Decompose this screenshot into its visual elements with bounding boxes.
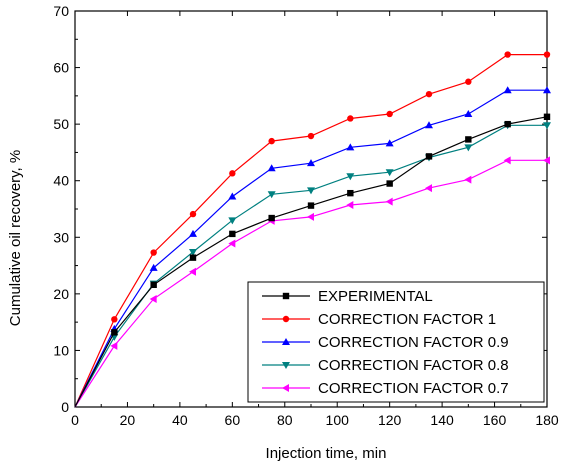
data-point-correction-factor-0-8 — [228, 217, 237, 225]
x-tick-label: 20 — [120, 412, 136, 428]
legend-label: CORRECTION FACTOR 0.7 — [318, 380, 509, 397]
data-point-experimental — [504, 120, 511, 128]
data-point-correction-factor-0-9 — [267, 164, 276, 172]
x-tick-label: 160 — [483, 412, 507, 428]
data-point-correction-factor-0-7 — [503, 156, 511, 165]
data-point-correction-factor-0-7 — [149, 294, 157, 303]
data-point-experimental — [543, 113, 551, 120]
legend-marker — [282, 362, 290, 369]
series-correction-factor-0-9 — [74, 86, 551, 408]
data-point-correction-factor-0-7 — [110, 341, 118, 350]
data-point-correction-factor-1 — [425, 90, 433, 98]
data-point-correction-factor-1 — [229, 170, 236, 177]
data-point-experimental — [268, 214, 275, 222]
legend-item-correction-factor-0-9: CORRECTION FACTOR 0.9 — [262, 334, 509, 351]
data-point-correction-factor-1 — [189, 210, 197, 218]
data-point-correction-factor-0-9 — [189, 229, 197, 237]
legend-label: CORRECTION FACTOR 0.8 — [318, 357, 509, 374]
data-point-correction-factor-0-8 — [385, 169, 394, 177]
x-tick-label: 180 — [535, 412, 559, 428]
data-point-experimental — [150, 281, 157, 289]
data-point-correction-factor-0-7 — [464, 175, 472, 184]
data-point-correction-factor-0-7 — [346, 201, 354, 210]
legend-label: CORRECTION FACTOR 0.9 — [318, 334, 509, 351]
y-tick-label: 20 — [53, 286, 69, 302]
legend-marker — [282, 315, 290, 323]
data-point-experimental — [465, 136, 472, 143]
x-tick-label: 0 — [71, 412, 79, 428]
data-point-correction-factor-0-9 — [464, 109, 473, 117]
data-point-correction-factor-1 — [347, 115, 354, 122]
y-tick-label: 50 — [53, 116, 69, 132]
data-point-correction-factor-0-7 — [385, 197, 393, 206]
data-point-correction-factor-1 — [307, 132, 315, 140]
data-point-experimental — [425, 153, 433, 160]
series-experimental — [74, 113, 551, 408]
data-point-correction-factor-1 — [504, 51, 511, 58]
y-tick-label: 60 — [53, 60, 69, 76]
data-point-correction-factor-0-9 — [425, 121, 433, 129]
data-point-correction-factor-0-8 — [464, 144, 473, 152]
data-point-experimental — [111, 329, 118, 336]
data-point-correction-factor-1 — [386, 110, 393, 118]
data-point-correction-factor-1 — [111, 316, 118, 323]
data-point-correction-factor-0-9 — [503, 86, 512, 94]
series-correction-factor-1 — [74, 51, 551, 408]
x-tick-label: 100 — [326, 412, 350, 428]
data-point-correction-factor-0-9 — [307, 159, 315, 167]
legend-label: CORRECTION FACTOR 1 — [318, 311, 496, 328]
x-tick-label: 80 — [277, 412, 293, 428]
y-tick-label: 10 — [53, 342, 69, 358]
data-point-correction-factor-1 — [150, 249, 157, 256]
data-point-correction-factor-1 — [268, 137, 275, 145]
x-tick-label: 60 — [225, 412, 241, 428]
data-point-correction-factor-1 — [543, 51, 551, 58]
y-axis-title: Cumulative oil recovery, % — [7, 150, 24, 326]
data-point-correction-factor-1 — [465, 78, 472, 85]
data-point-correction-factor-0-9 — [149, 263, 158, 271]
data-point-correction-factor-0-7 — [425, 184, 432, 193]
data-point-correction-factor-0-8 — [267, 191, 276, 199]
legend-marker — [282, 384, 289, 392]
data-point-correction-factor-0-8 — [543, 122, 551, 130]
y-tick-label: 40 — [53, 173, 69, 189]
data-point-correction-factor-0-9 — [385, 139, 394, 147]
legend-marker — [282, 338, 290, 345]
data-point-correction-factor-0-9 — [228, 192, 237, 200]
y-tick-label: 30 — [53, 229, 69, 245]
legend-item-correction-factor-0-8: CORRECTION FACTOR 0.8 — [262, 357, 509, 374]
x-tick-label: 120 — [378, 412, 402, 428]
data-point-correction-factor-0-8 — [189, 248, 197, 256]
data-point-experimental — [386, 180, 393, 187]
data-point-correction-factor-0-7 — [189, 267, 196, 276]
legend-item-correction-factor-0-7: CORRECTION FACTOR 0.7 — [262, 380, 509, 397]
x-tick-label: 140 — [430, 412, 454, 428]
data-point-experimental — [307, 202, 315, 209]
y-tick-label: 70 — [53, 3, 69, 19]
data-point-correction-factor-0-9 — [543, 86, 551, 94]
data-point-correction-factor-0-9 — [346, 143, 355, 151]
data-point-correction-factor-0-8 — [346, 173, 355, 181]
legend-item-correction-factor-1: CORRECTION FACTOR 1 — [262, 311, 496, 328]
x-tick-label: 40 — [172, 412, 188, 428]
x-axis-title: Injection time, min — [266, 445, 387, 462]
series-correction-factor-0-7 — [74, 156, 550, 408]
data-point-correction-factor-0-7 — [228, 239, 236, 248]
y-tick-label: 0 — [61, 399, 69, 415]
data-point-correction-factor-0-8 — [307, 187, 315, 195]
data-point-experimental — [347, 189, 354, 197]
legend-item-experimental: EXPERIMENTAL — [262, 288, 433, 305]
legend-label: EXPERIMENTAL — [318, 288, 433, 305]
legend-marker — [282, 292, 290, 300]
data-point-experimental — [229, 230, 236, 238]
data-point-correction-factor-0-7 — [307, 212, 314, 221]
data-point-correction-factor-0-7 — [543, 156, 550, 165]
data-point-experimental — [189, 254, 197, 261]
